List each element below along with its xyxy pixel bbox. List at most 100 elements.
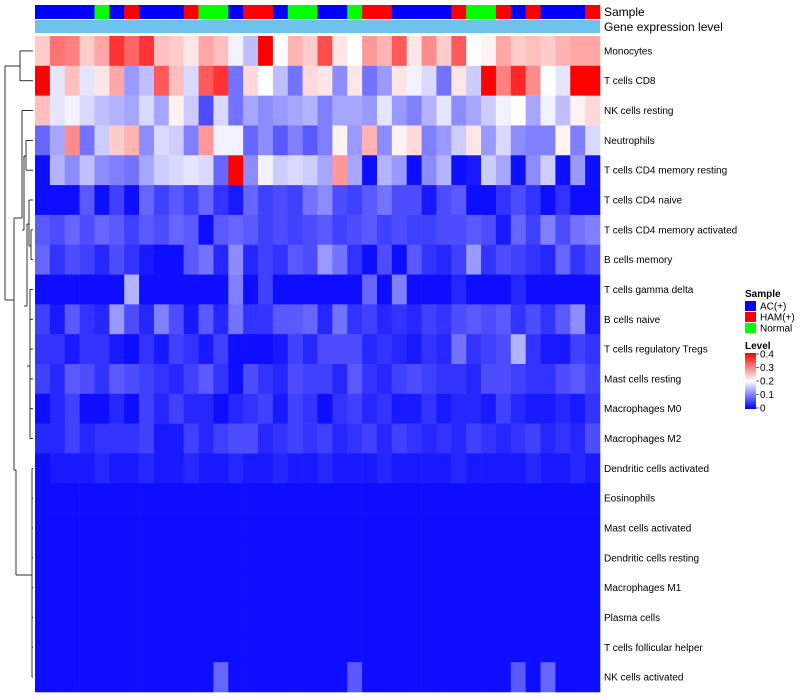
heatmap-cell <box>228 304 244 335</box>
heatmap-cell <box>362 36 378 67</box>
heatmap-cell <box>94 453 110 484</box>
heatmap-cell <box>49 483 66 514</box>
heatmap-cell <box>510 632 526 663</box>
heatmap-cell <box>64 125 80 156</box>
heatmap-cell <box>406 572 422 603</box>
heatmap-cell <box>332 155 348 186</box>
heatmap-cell <box>376 632 393 663</box>
heatmap-cell <box>49 214 66 246</box>
sample-cell <box>64 5 80 19</box>
sample-cell <box>585 5 601 19</box>
heatmap-cell <box>94 125 110 156</box>
heatmap-cell <box>243 274 259 305</box>
heatmap-cell <box>183 244 199 275</box>
heatmap-cell <box>64 393 80 424</box>
heatmap-cell <box>406 423 422 454</box>
heatmap-cell <box>258 453 274 484</box>
heatmap-cell <box>451 632 467 663</box>
heatmap-cell <box>495 334 512 365</box>
heatmap-cell <box>525 364 541 395</box>
heatmap-cell <box>466 155 482 186</box>
sample-annotation-track <box>35 5 601 19</box>
heatmap-cell <box>243 453 259 484</box>
heatmap-cell <box>79 95 95 126</box>
heatmap-cell <box>391 542 408 574</box>
heatmap-cell <box>272 662 289 693</box>
heatmap-cell <box>466 483 482 514</box>
heatmap-cell <box>421 483 437 514</box>
heatmap-cell <box>243 632 259 663</box>
heatmap-cell <box>243 572 259 603</box>
heatmap-cell <box>287 36 303 67</box>
heatmap-cell <box>64 36 80 67</box>
heatmap-cell <box>213 453 229 484</box>
heatmap-cell <box>436 393 452 424</box>
heatmap-cell <box>79 125 95 156</box>
heatmap-cell <box>540 572 556 603</box>
heatmap-cell <box>332 632 348 663</box>
heatmap-cell <box>168 244 184 275</box>
heatmap-cell <box>406 95 422 126</box>
heatmap-cell <box>168 662 184 693</box>
heatmap-cell <box>481 364 497 395</box>
heatmap-cell <box>272 334 289 365</box>
heatmap-cell <box>451 125 467 156</box>
heatmap-cell <box>406 483 422 514</box>
heatmap-cell <box>555 155 571 186</box>
heatmap-cell <box>272 125 289 156</box>
heatmap-cell <box>466 65 482 96</box>
heatmap-cell <box>228 632 244 663</box>
heatmap-cell <box>228 483 244 514</box>
heatmap-cell <box>510 602 526 633</box>
heatmap-cell <box>317 214 333 246</box>
heatmap-cell <box>213 155 229 186</box>
heatmap-cell <box>540 125 556 156</box>
heatmap-cell <box>391 662 408 693</box>
heatmap-cell <box>272 244 289 275</box>
heatmap-cell <box>555 602 571 633</box>
heatmap-cell <box>332 393 348 424</box>
heatmap-cell <box>451 274 467 305</box>
heatmap-cell <box>198 65 214 96</box>
heatmap-cell <box>436 244 452 275</box>
heatmap-cell <box>510 334 526 365</box>
heatmap-cell <box>198 513 214 544</box>
heatmap-cell <box>183 185 199 216</box>
heatmap-cell <box>570 453 586 484</box>
heatmap-cell <box>317 155 333 186</box>
heatmap-cell <box>332 244 348 275</box>
heatmap-cell <box>287 364 303 395</box>
heatmap-cell <box>391 185 408 216</box>
heatmap-cell <box>570 513 586 544</box>
heatmap-cell <box>228 95 244 126</box>
heatmap-cell <box>49 542 66 574</box>
heatmap-cell <box>466 244 482 275</box>
heatmap-cell <box>228 274 244 305</box>
heatmap-cell <box>228 602 244 633</box>
heatmap-cell <box>376 155 393 186</box>
heatmap-cell <box>495 185 512 216</box>
heatmap-cell <box>362 274 378 305</box>
heatmap-cell <box>436 304 452 335</box>
heatmap-cell <box>525 185 541 216</box>
heatmap-cell <box>570 244 586 275</box>
heatmap-cell <box>466 632 482 663</box>
heatmap-cell <box>243 423 259 454</box>
heatmap-cell <box>287 423 303 454</box>
heatmap-cell <box>347 632 363 663</box>
row-label: Dendritic cells resting <box>604 553 699 564</box>
heatmap-cell <box>495 125 512 156</box>
heatmap-cell <box>540 632 556 663</box>
heatmap-cell <box>540 364 556 395</box>
heatmap-cell <box>317 274 333 305</box>
heatmap-cell <box>495 513 512 544</box>
sample-cell <box>258 5 274 19</box>
heatmap-cell <box>510 513 526 544</box>
heatmap-cell <box>49 662 66 693</box>
heatmap-cell <box>64 542 80 574</box>
row-label: Mast cells activated <box>604 524 691 535</box>
heatmap-cell <box>347 602 363 633</box>
heatmap-cell <box>525 95 541 126</box>
row-label: T cells regulatory Tregs <box>604 345 708 356</box>
heatmap-cell <box>109 632 125 663</box>
